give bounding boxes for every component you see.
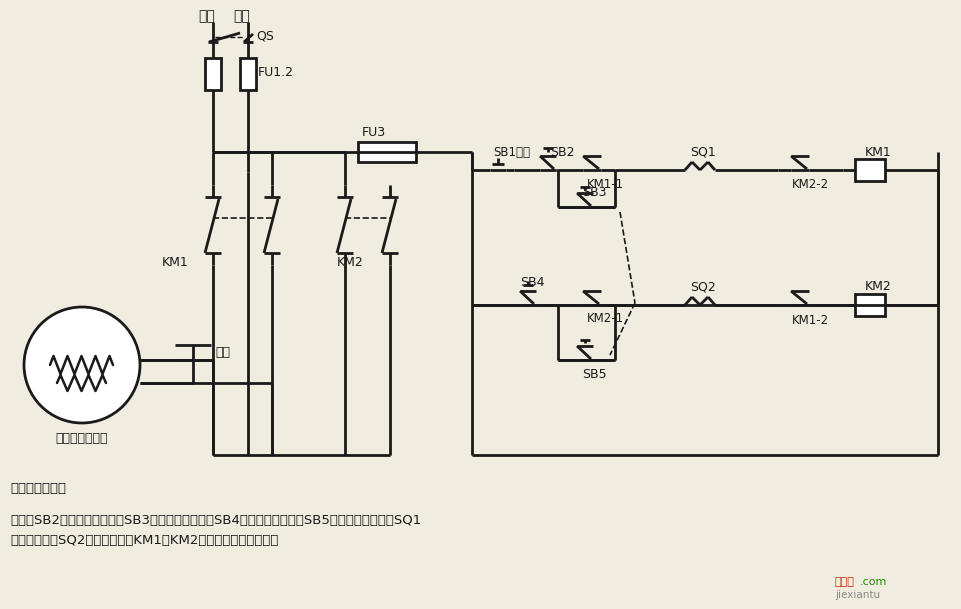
- Text: KM2: KM2: [336, 256, 363, 270]
- Text: SB5: SB5: [581, 368, 606, 381]
- Text: SQ2: SQ2: [689, 281, 715, 294]
- Text: .com: .com: [859, 577, 886, 587]
- Text: SB1停止: SB1停止: [492, 146, 530, 158]
- Bar: [239, 58, 256, 90]
- Bar: [854, 294, 884, 316]
- Circle shape: [24, 307, 140, 423]
- Text: SB2: SB2: [550, 146, 574, 158]
- Text: jiexiantu: jiexiantu: [834, 590, 879, 600]
- Text: FU3: FU3: [361, 125, 385, 138]
- Text: KM1: KM1: [864, 146, 891, 158]
- Text: SQ1: SQ1: [689, 146, 715, 158]
- Text: 单相电容电动机: 单相电容电动机: [56, 432, 109, 445]
- Text: 电容: 电容: [214, 345, 230, 359]
- Text: KM1-2: KM1-2: [791, 314, 828, 326]
- Text: 为最高限位，SQ2为最低限位。KM1、KM2可用中间继电器代替。: 为最高限位，SQ2为最低限位。KM1、KM2可用中间继电器代替。: [10, 533, 278, 546]
- Text: QS: QS: [256, 29, 274, 43]
- Text: 零线: 零线: [233, 9, 250, 23]
- Text: SB4: SB4: [520, 276, 544, 289]
- Text: 说明：SB2为上升启动按鈕，SB3为上升点动按鈕，SB4为下降启动按鈕，SB5为下降点动按鈕；SQ1: 说明：SB2为上升启动按鈕，SB3为上升点动按鈕，SB4为下降启动按鈕，SB5为…: [10, 513, 421, 527]
- Text: SB3: SB3: [581, 186, 605, 199]
- Bar: [854, 159, 884, 181]
- Bar: [205, 58, 221, 90]
- Text: FU1.2: FU1.2: [258, 66, 294, 79]
- Text: KM2-1: KM2-1: [586, 312, 624, 325]
- Text: 接线图: 接线图: [834, 577, 854, 587]
- Text: KM2-2: KM2-2: [791, 178, 828, 191]
- Text: 火线: 火线: [198, 9, 214, 23]
- Text: KM1-1: KM1-1: [586, 177, 624, 191]
- Bar: [357, 142, 415, 162]
- Text: KM1: KM1: [161, 256, 188, 270]
- Text: KM2: KM2: [864, 281, 891, 294]
- Text: 单相电容电动机: 单相电容电动机: [10, 482, 66, 495]
